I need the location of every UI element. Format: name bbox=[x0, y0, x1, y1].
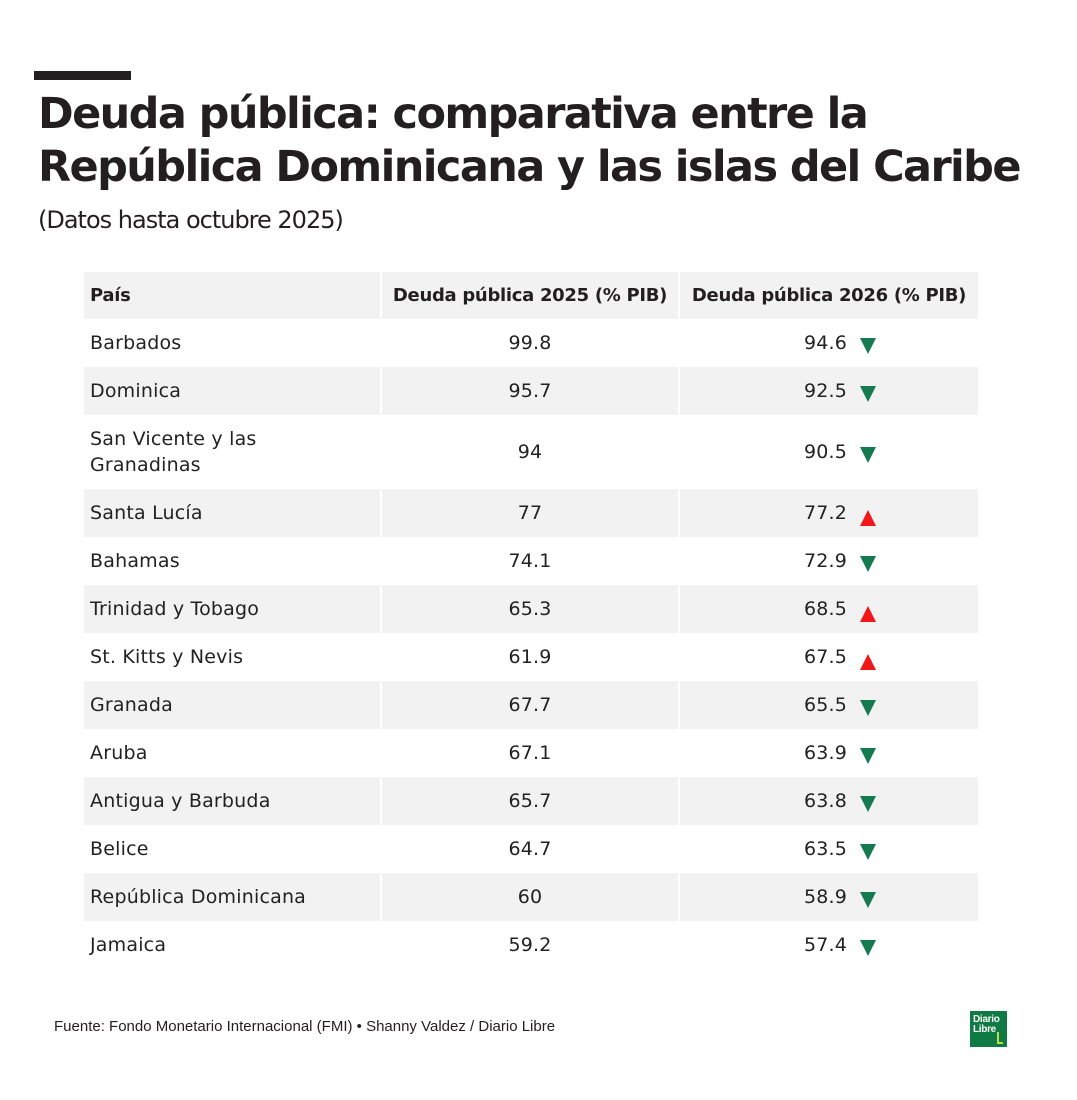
country-cell: Trinidad y Tobago bbox=[84, 585, 380, 633]
column-header-2025: Deuda pública 2025 (% PIB) bbox=[380, 272, 678, 319]
country-cell: Jamaica bbox=[90, 934, 167, 956]
table-row: San Vicente y las Granadinas 94 90.5 bbox=[84, 415, 978, 489]
source-credit: Fuente: Fondo Monetario Internacional (F… bbox=[54, 1018, 556, 1035]
debt-2026-cell: 68.5 bbox=[678, 585, 978, 633]
debt-2026-cell: 63.9 bbox=[678, 729, 978, 777]
debt-2026-value: 57.4 bbox=[803, 934, 848, 956]
country-cell: Granada bbox=[84, 681, 380, 729]
country-cell: Santa Lucía bbox=[84, 489, 380, 537]
country-cell: Barbados bbox=[90, 332, 182, 354]
debt-2025-cell: 95.7 bbox=[380, 367, 678, 415]
debt-2026-value: 77.2 bbox=[803, 502, 848, 524]
country-cell: San Vicente y las Granadinas bbox=[90, 428, 257, 476]
table-row: Santa Lucía 77 77.2 bbox=[84, 489, 978, 537]
country-cell: Belice bbox=[90, 838, 149, 860]
debt-2025-cell: 60 bbox=[380, 873, 678, 921]
debt-table: País Deuda pública 2025 (% PIB) Deuda pú… bbox=[84, 272, 978, 969]
country-cell: Dominica bbox=[84, 367, 380, 415]
debt-2026-value: 58.9 bbox=[803, 886, 848, 908]
trend-up-icon bbox=[860, 606, 877, 622]
debt-2025-cell: 74.1 bbox=[380, 537, 678, 585]
debt-2026-value: 63.9 bbox=[803, 742, 848, 764]
table-row: Barbados 99.8 94.6 bbox=[84, 319, 978, 367]
debt-2026-value: 72.9 bbox=[803, 550, 848, 572]
debt-2025-cell: 61.9 bbox=[380, 633, 678, 681]
table-row: Bahamas 74.1 72.9 bbox=[84, 537, 978, 585]
trend-down-icon bbox=[860, 386, 877, 402]
country-cell: República Dominicana bbox=[84, 873, 380, 921]
country-cell: St. Kitts y Nevis bbox=[90, 646, 244, 668]
debt-2026-cell: 57.4 bbox=[678, 921, 978, 969]
debt-2026-cell: 63.8 bbox=[678, 777, 978, 825]
logo-figure-icon bbox=[997, 1032, 1003, 1044]
debt-2025-cell: 59.2 bbox=[380, 921, 678, 969]
diario-libre-logo: Diario Libre bbox=[970, 1011, 1007, 1047]
column-header-country: País bbox=[84, 272, 380, 319]
debt-2026-value: 92.5 bbox=[803, 380, 848, 402]
trend-down-icon bbox=[860, 338, 877, 354]
debt-2026-value: 94.6 bbox=[803, 332, 848, 354]
debt-2026-value: 90.5 bbox=[803, 441, 848, 463]
table-row: Belice 64.7 63.5 bbox=[84, 825, 978, 873]
trend-up-icon bbox=[860, 654, 877, 670]
debt-2025-cell: 67.1 bbox=[380, 729, 678, 777]
debt-2025-cell: 65.3 bbox=[380, 585, 678, 633]
debt-2026-cell: 72.9 bbox=[678, 537, 978, 585]
table-row: Aruba 67.1 63.9 bbox=[84, 729, 978, 777]
debt-2026-cell: 90.5 bbox=[678, 415, 978, 489]
table-row: Trinidad y Tobago 65.3 68.5 bbox=[84, 585, 978, 633]
column-header-2026: Deuda pública 2026 (% PIB) bbox=[678, 272, 978, 319]
debt-2026-value: 63.8 bbox=[803, 790, 848, 812]
debt-2026-value: 67.5 bbox=[803, 646, 848, 668]
trend-down-icon bbox=[860, 700, 877, 716]
debt-2026-cell: 65.5 bbox=[678, 681, 978, 729]
debt-2026-cell: 92.5 bbox=[678, 367, 978, 415]
title-accent-bar bbox=[34, 71, 131, 80]
country-cell: Aruba bbox=[90, 742, 148, 764]
debt-2026-value: 63.5 bbox=[803, 838, 848, 860]
logo-text-line2: Libre bbox=[973, 1024, 996, 1035]
table-body: Barbados 99.8 94.6 Dominica 95.7 92.5 San Vice… bbox=[84, 319, 978, 969]
country-cell: Bahamas bbox=[90, 550, 180, 572]
debt-2026-cell: 94.6 bbox=[678, 319, 978, 367]
debt-2026-value: 68.5 bbox=[803, 598, 848, 620]
table-row: Jamaica 59.2 57.4 bbox=[84, 921, 978, 969]
table-header: País Deuda pública 2025 (% PIB) Deuda pú… bbox=[84, 272, 978, 319]
trend-up-icon bbox=[860, 510, 877, 526]
trend-down-icon bbox=[860, 892, 877, 908]
debt-2026-cell: 63.5 bbox=[678, 825, 978, 873]
debt-2025-cell: 99.8 bbox=[380, 319, 678, 367]
trend-down-icon bbox=[860, 556, 877, 572]
trend-down-icon bbox=[860, 447, 877, 463]
debt-2026-cell: 58.9 bbox=[678, 873, 978, 921]
trend-down-icon bbox=[860, 748, 877, 764]
page-subtitle: (Datos hasta octubre 2025) bbox=[38, 206, 344, 234]
page-title: Deuda pública: comparativa entre la Repú… bbox=[38, 89, 1022, 192]
table-row: Dominica 95.7 92.5 bbox=[84, 367, 978, 415]
table-row: Antigua y Barbuda 65.7 63.8 bbox=[84, 777, 978, 825]
table-row: República Dominicana 60 58.9 bbox=[84, 873, 978, 921]
debt-2026-cell: 67.5 bbox=[678, 633, 978, 681]
debt-2025-cell: 67.7 bbox=[380, 681, 678, 729]
debt-2025-cell: 64.7 bbox=[380, 825, 678, 873]
debt-2025-cell: 65.7 bbox=[380, 777, 678, 825]
logo-text-line1: Diario bbox=[973, 1014, 1000, 1025]
debt-2025-cell: 94 bbox=[380, 415, 678, 489]
debt-2026-value: 65.5 bbox=[803, 694, 848, 716]
debt-2026-cell: 77.2 bbox=[678, 489, 978, 537]
debt-2025-cell: 77 bbox=[380, 489, 678, 537]
table-row: Granada 67.7 65.5 bbox=[84, 681, 978, 729]
country-cell: Antigua y Barbuda bbox=[84, 777, 380, 825]
trend-down-icon bbox=[860, 844, 877, 860]
table-row: St. Kitts y Nevis 61.9 67.5 bbox=[84, 633, 978, 681]
trend-down-icon bbox=[860, 940, 877, 956]
trend-down-icon bbox=[860, 796, 877, 812]
